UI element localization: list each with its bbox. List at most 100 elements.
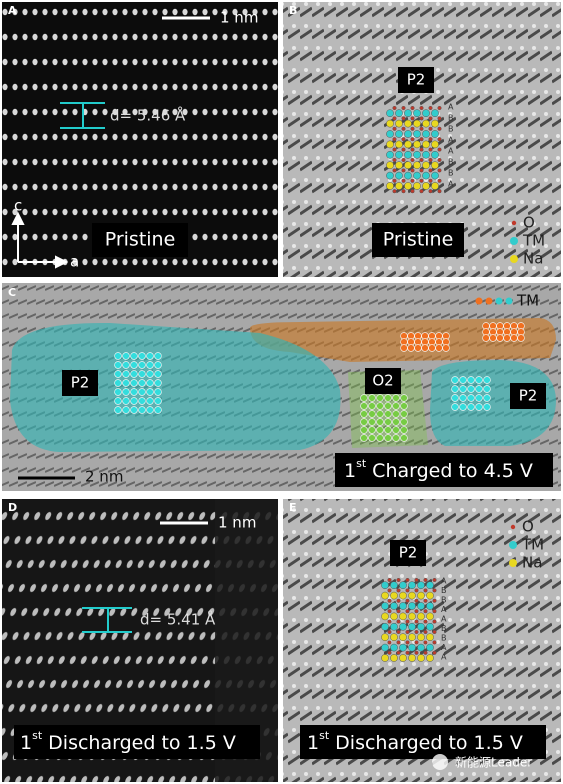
atom [428, 137, 433, 142]
atom [459, 403, 467, 411]
atom [396, 650, 401, 655]
atom [408, 591, 416, 600]
atom [431, 161, 439, 170]
atom [437, 126, 442, 131]
atom [405, 588, 410, 593]
atom [392, 434, 400, 442]
atom [401, 157, 406, 163]
atom [467, 385, 475, 393]
atom [417, 622, 425, 631]
atom [503, 334, 511, 342]
atom [400, 402, 408, 410]
atom [154, 388, 162, 396]
atom [421, 344, 429, 352]
atom [392, 402, 400, 410]
stack-letter: A [441, 605, 447, 614]
atom [400, 410, 408, 418]
atom [437, 116, 442, 121]
atom [387, 640, 392, 645]
atom [154, 406, 162, 414]
atom [408, 633, 416, 642]
atom [417, 643, 425, 652]
atom [482, 334, 490, 342]
atom [368, 434, 376, 442]
legend-swatch [509, 559, 517, 567]
atom [130, 352, 138, 360]
atom [426, 591, 434, 600]
atom [130, 397, 138, 405]
atom [414, 344, 422, 352]
atom [428, 168, 433, 173]
panel-label: E [289, 501, 297, 514]
atom [399, 612, 407, 621]
stack-letter: B [448, 169, 454, 178]
atom [414, 588, 419, 593]
atom [405, 609, 410, 614]
caption: 1st Charged to 4.5 V [344, 457, 533, 482]
atom [437, 178, 442, 183]
atom [376, 394, 384, 402]
atom [432, 619, 437, 624]
atom [386, 140, 394, 149]
atom [475, 394, 483, 402]
atom [483, 376, 491, 384]
atom [395, 109, 403, 118]
atom [368, 410, 376, 418]
atom [428, 178, 433, 183]
atom [386, 161, 394, 170]
caption-box [300, 725, 546, 759]
legend-text: Na [523, 250, 543, 268]
stack-letter: B [448, 158, 454, 167]
atom [419, 147, 424, 152]
atom [396, 609, 401, 614]
atom [437, 189, 442, 194]
atom [387, 577, 392, 583]
atom [422, 119, 430, 128]
phase-box [398, 67, 434, 93]
atom [376, 434, 384, 442]
atom [432, 588, 437, 593]
atom [413, 171, 421, 180]
caption-box [335, 453, 553, 487]
atom [360, 426, 368, 434]
atom [437, 168, 442, 173]
atom [384, 434, 392, 442]
atom [422, 150, 430, 159]
atom [408, 612, 416, 621]
atom [395, 119, 403, 128]
atom [408, 602, 416, 610]
caption-box [92, 223, 188, 257]
atom [419, 137, 424, 142]
spacing-marker [82, 607, 132, 633]
atom [154, 361, 162, 369]
stack-letter: A [448, 103, 454, 112]
atom [392, 426, 400, 434]
atom [146, 406, 154, 414]
atom [414, 629, 419, 635]
atom [384, 410, 392, 418]
atom [414, 598, 419, 603]
atom [428, 189, 433, 194]
caption: Pristine [105, 229, 176, 251]
atom [467, 376, 475, 384]
caption-ordinal: 1 [307, 732, 319, 754]
atom [423, 609, 428, 614]
atom [401, 116, 406, 121]
atom [154, 379, 162, 387]
atom [496, 334, 504, 342]
panel-label: D [8, 501, 17, 514]
stack-letter: A [441, 643, 447, 652]
atom [396, 598, 401, 603]
atom [410, 147, 415, 152]
atom [392, 126, 397, 131]
atom [423, 577, 428, 583]
atom [396, 588, 401, 593]
atom [390, 591, 398, 600]
atom [392, 168, 397, 173]
spacing-marker [60, 102, 105, 129]
atom [405, 650, 410, 655]
atom [395, 161, 403, 170]
scale-text: 2 nm [85, 468, 123, 486]
atom [423, 650, 428, 655]
